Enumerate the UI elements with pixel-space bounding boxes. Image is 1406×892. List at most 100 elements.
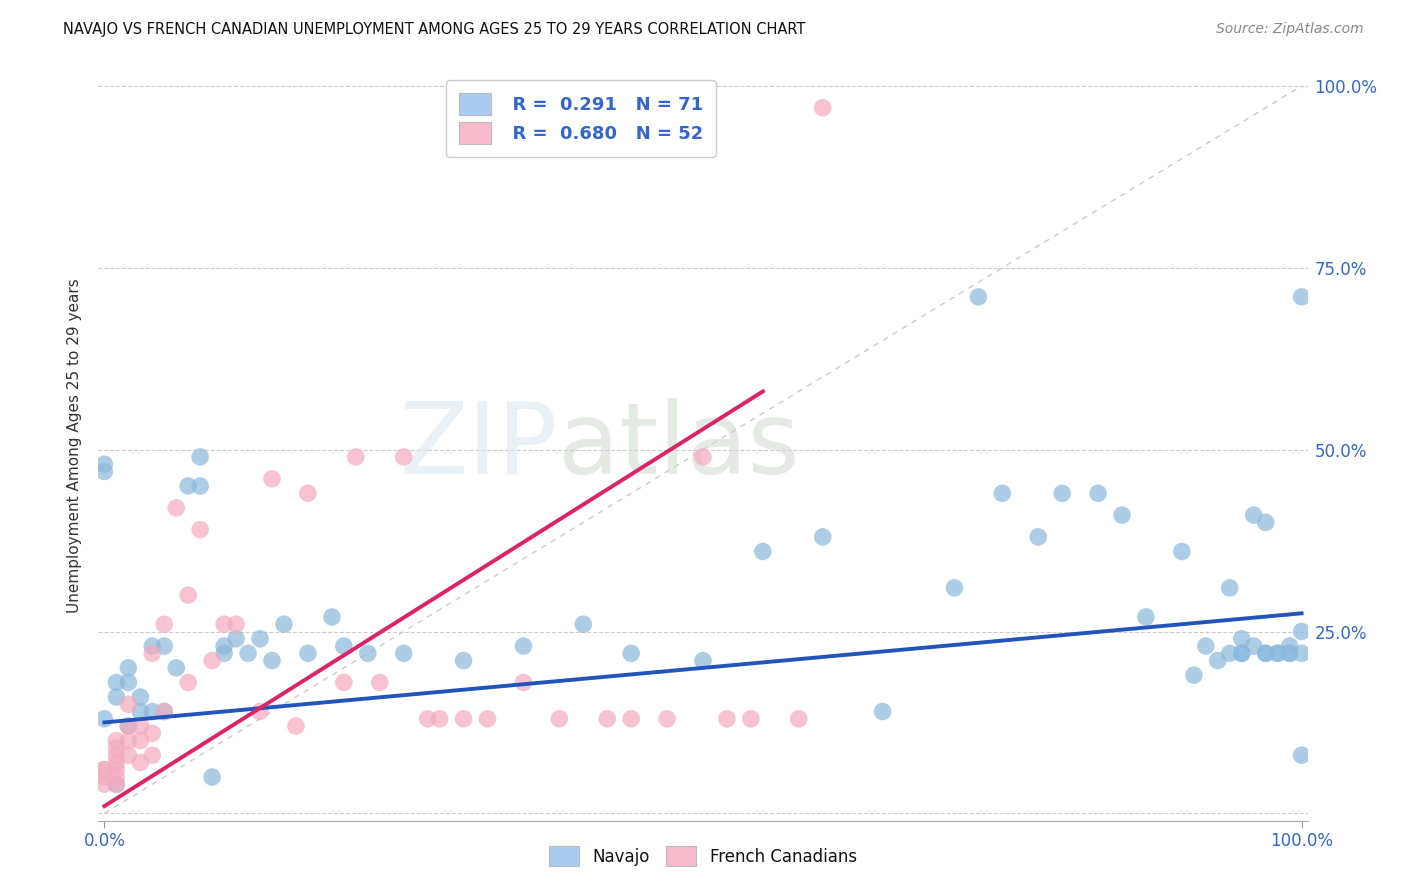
Point [1278, 646, 1301, 660]
Point [655, 712, 678, 726]
Point [129, 705, 152, 719]
Point [117, 698, 139, 712]
Point [1135, 610, 1157, 624]
Point [141, 748, 163, 763]
Point [787, 712, 810, 726]
Point [596, 712, 619, 726]
Text: NAVAJO VS FRENCH CANADIAN UNEMPLOYMENT AMONG AGES 25 TO 29 YEARS CORRELATION CHA: NAVAJO VS FRENCH CANADIAN UNEMPLOYMENT A… [63, 22, 806, 37]
Point [1219, 581, 1241, 595]
Point [752, 544, 775, 558]
Point [93, 465, 115, 479]
Point [105, 740, 128, 755]
Point [93, 770, 115, 784]
Point [249, 705, 271, 719]
Point [1278, 639, 1301, 653]
Point [1111, 508, 1133, 522]
Legend: Navajo, French Canadians: Navajo, French Canadians [541, 838, 865, 875]
Point [188, 450, 211, 464]
Point [212, 646, 235, 660]
Point [872, 705, 894, 719]
Point [344, 450, 367, 464]
Point [212, 639, 235, 653]
Point [429, 712, 451, 726]
Point [1026, 530, 1049, 544]
Point [572, 617, 595, 632]
Point [93, 763, 115, 777]
Point [740, 712, 762, 726]
Point [93, 712, 115, 726]
Point [105, 690, 128, 704]
Point [1267, 646, 1289, 660]
Point [105, 763, 128, 777]
Point [260, 472, 283, 486]
Point [105, 756, 128, 770]
Point [1230, 632, 1253, 646]
Point [177, 479, 200, 493]
Point [153, 639, 176, 653]
Point [1291, 748, 1313, 763]
Point [991, 486, 1014, 500]
Point [117, 719, 139, 733]
Point [260, 654, 283, 668]
Point [453, 712, 475, 726]
Point [129, 719, 152, 733]
Point [117, 748, 139, 763]
Point [225, 632, 247, 646]
Point [548, 712, 571, 726]
Point [141, 705, 163, 719]
Point [392, 646, 415, 660]
Point [153, 617, 176, 632]
Point [716, 712, 738, 726]
Point [333, 639, 356, 653]
Point [368, 675, 391, 690]
Point [1254, 646, 1277, 660]
Point [129, 690, 152, 704]
Point [105, 777, 128, 791]
Point [1182, 668, 1205, 682]
Point [512, 639, 534, 653]
Point [811, 530, 834, 544]
Point [105, 770, 128, 784]
Point [225, 617, 247, 632]
Point [453, 654, 475, 668]
Point [201, 654, 224, 668]
Point [943, 581, 966, 595]
Point [620, 712, 643, 726]
Point [811, 101, 834, 115]
Point [117, 675, 139, 690]
Point [141, 726, 163, 740]
Point [1087, 486, 1109, 500]
Point [321, 610, 343, 624]
Point [105, 777, 128, 791]
Point [273, 617, 295, 632]
Point [105, 748, 128, 763]
Point [297, 486, 319, 500]
Point [1291, 290, 1313, 304]
Point [105, 733, 128, 747]
Text: Source: ZipAtlas.com: Source: ZipAtlas.com [1216, 22, 1364, 37]
Point [477, 712, 499, 726]
Point [392, 450, 415, 464]
Point [1206, 654, 1229, 668]
Point [212, 617, 235, 632]
Point [284, 719, 307, 733]
Point [1254, 516, 1277, 530]
Point [165, 661, 187, 675]
Text: atlas: atlas [558, 398, 800, 494]
Point [117, 661, 139, 675]
Point [1254, 646, 1277, 660]
Point [1219, 646, 1241, 660]
Point [201, 770, 224, 784]
Point [1171, 544, 1194, 558]
Point [967, 290, 990, 304]
Point [177, 675, 200, 690]
Point [188, 479, 211, 493]
Point [93, 457, 115, 471]
Point [1243, 639, 1265, 653]
Point [692, 450, 714, 464]
Point [117, 719, 139, 733]
Point [117, 733, 139, 747]
Point [188, 523, 211, 537]
Point [297, 646, 319, 660]
Text: ZIP: ZIP [399, 398, 558, 494]
